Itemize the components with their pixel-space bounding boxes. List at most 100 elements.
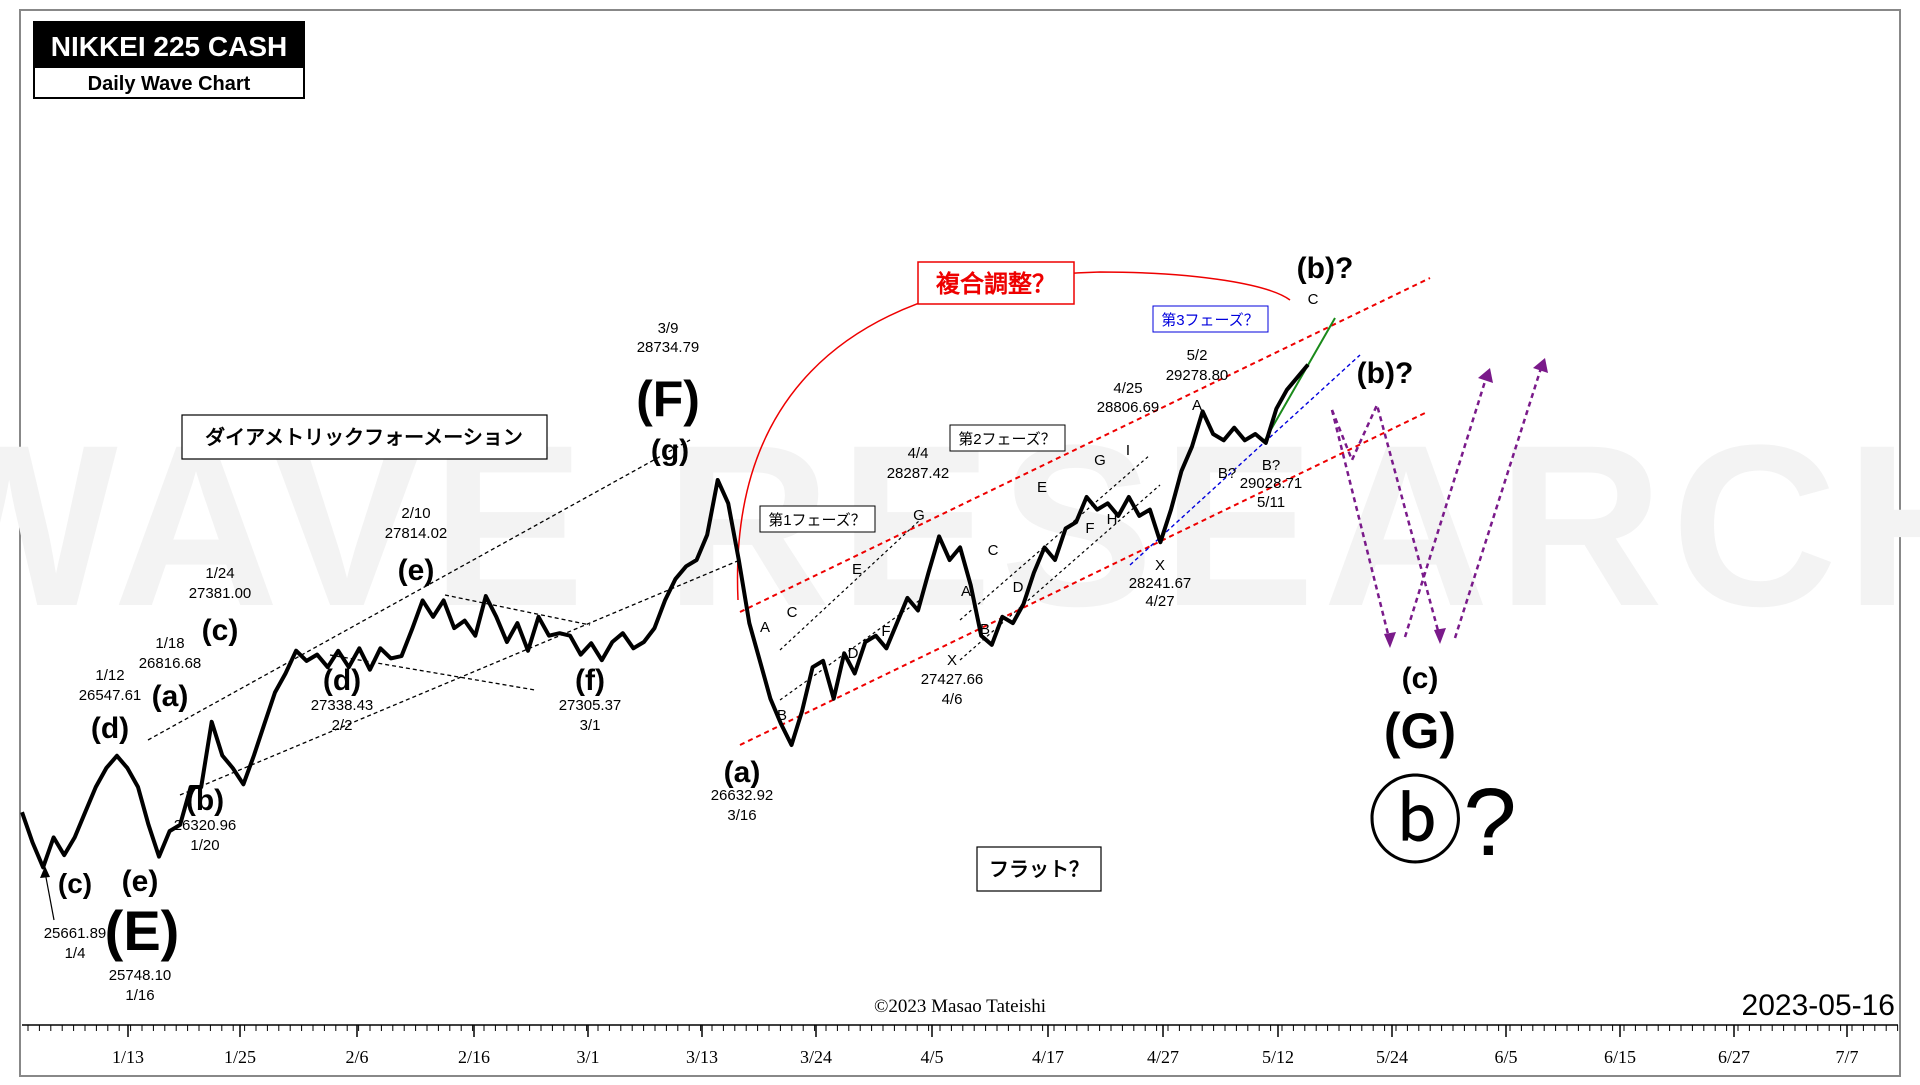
wave-letter: G [1094,452,1106,469]
x-tick-label: 1/13 [112,1047,144,1067]
wave-letter: C [1308,291,1319,308]
pivot-date: 4/25 [1113,380,1142,397]
label-layer: (c) 25661.89 1/4 (d) 26547.61 1/12 (e) 25748.10… [40,291,1319,1004]
pivot-value: 28241.67 [1129,575,1192,592]
pivot-label: (e) [122,865,159,898]
pivot-value: 26320.96 [174,817,237,834]
pivot-label: X [947,652,957,669]
wave-letter: F [881,623,890,640]
pivot-value: 26547.61 [79,687,142,704]
phase1-lower [779,599,921,701]
pivot-label: (a) [724,756,761,789]
chart-subtitle: Daily Wave Chart [88,73,251,95]
wave-letter: D [1013,579,1024,596]
phase3-trend [1129,354,1361,566]
wave-letter: A [961,583,971,600]
diametric-upper [444,594,591,626]
x-tick-label: 6/5 [1494,1047,1517,1067]
pivot-date: 4/6 [942,691,963,708]
pivot-date: 3/16 [727,807,756,824]
pivot-label: (f) [575,664,605,697]
pivot-value: 25661.89 [44,925,107,942]
proj-G: (G) [1384,703,1456,759]
wave-letter: F [1085,520,1094,537]
pivot-label: (a) [152,680,189,713]
wave-letter: G [913,507,925,524]
pivot-value: 28806.69 [1097,399,1160,416]
projection-arrows [1330,364,1544,643]
pivot-date: 5/11 [1257,494,1285,511]
pivot-date: 3/9 [658,320,679,337]
pivot-value: 26632.92 [711,787,774,804]
wave-letter: H [1107,511,1118,528]
price-series-line [20,363,1310,870]
svg-text:第1フェーズ？: 第1フェーズ？ [768,511,866,529]
pivot-value: 29278.80 [1166,367,1229,384]
pivot-date: 4/4 [908,445,929,462]
pivot-label: (d) [323,664,361,697]
x-tick-label: 2/6 [345,1047,368,1067]
x-tick-label: 3/13 [686,1047,718,1067]
pivot-label: B? [1262,457,1280,474]
wave-letter: E [1037,479,1047,496]
x-tick-label: 3/24 [800,1047,832,1067]
box-complex: 複合調整？ [917,261,1075,305]
svg-text:複合調整？: 複合調整？ [936,270,1056,298]
pivot-date: 4/27 [1145,593,1174,610]
wave-letter: C [787,604,798,621]
pivot-date: 1/18 [155,635,184,652]
pivot-date: 1/24 [205,565,234,582]
x-tick-label: 2/16 [458,1047,490,1067]
pivot-label: (d) [91,712,129,745]
chart-frame [19,9,1901,1077]
proj-b-lower: (b)? [1357,357,1414,390]
svg-text:第2フェーズ？: 第2フェーズ？ [958,430,1056,448]
low-pointer-line [44,871,55,921]
pivot-date: 1/16 [125,987,154,1004]
box-phase3: 第3フェーズ？ [1152,305,1269,333]
pivot-date: 2/2 [332,717,353,734]
channel-lower [739,412,1426,746]
projection-arrowheads [1384,358,1548,648]
pivot-label: (c) [202,614,239,647]
trendline-upper-1 [147,439,691,741]
low-pointer-head [40,866,50,878]
pivot-value: 27338.43 [311,697,374,714]
pivot-value: 27427.66 [921,671,984,688]
x-tick-label: 6/15 [1604,1047,1636,1067]
svg-text:第3フェーズ？: 第3フェーズ？ [1161,311,1259,329]
pivot-value: 28287.42 [887,465,950,482]
phase3-steep [1264,317,1336,441]
title-block: NIKKEI 225 CASH Daily Wave Chart [33,21,305,99]
pivot-label: (b) [186,784,224,817]
x-tick-label: 4/27 [1147,1047,1179,1067]
pivot-label: (c) [58,868,92,899]
wave-letter: D [848,645,859,662]
proj-c: (c) [1402,662,1439,695]
x-tick-label: 4/5 [920,1047,943,1067]
box-phase1: 第1フェーズ？ [759,505,876,533]
wave-letter: B [980,621,990,638]
pivot-value: 26816.68 [139,655,202,672]
pivot-value: 27814.02 [385,525,448,542]
chart-title: NIKKEI 225 CASH [51,31,288,62]
proj-b-upper: (b)? [1297,252,1354,285]
box-flat: フラット？ [976,846,1102,892]
pivot-date: 3/1 [580,717,601,734]
trendline-lower-1 [179,559,741,796]
pivot-date: 5/2 [1187,347,1208,364]
date-stamp: 2023-05-16 [1742,989,1895,1022]
wave-letter: B [777,707,787,724]
minor-ticks [27,1025,1899,1031]
pivot-date: 2/10 [401,505,430,522]
pivot-date: 1/20 [190,837,219,854]
pivot-label: (F) [636,371,700,427]
wave-letter: C [988,542,999,559]
x-tick-label: 4/17 [1032,1047,1064,1067]
trend-lines [147,271,1431,796]
wave-letter: I [1126,442,1130,459]
pivot-value: 27305.37 [559,697,622,714]
wave-letter: E [852,561,862,578]
